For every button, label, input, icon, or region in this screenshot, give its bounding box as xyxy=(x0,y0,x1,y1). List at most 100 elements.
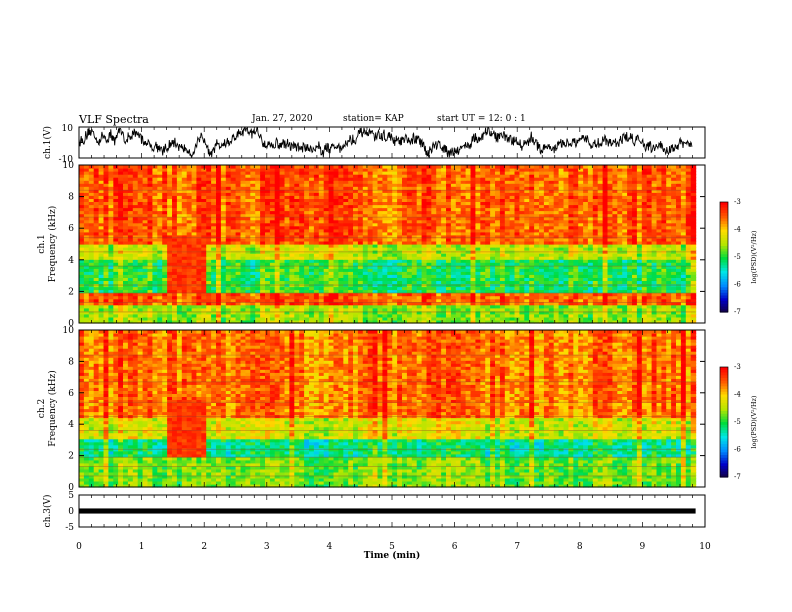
spectrogram-cell xyxy=(392,241,398,245)
spectrogram-cell xyxy=(162,231,168,236)
spectrogram-cell xyxy=(666,250,672,254)
spectrogram-cell xyxy=(602,295,609,300)
spectrogram-cell xyxy=(382,289,388,294)
spectrogram-cell xyxy=(245,231,251,236)
spectrogram-cell xyxy=(602,277,609,281)
spectrogram-cell xyxy=(436,241,442,245)
spectrogram-cell xyxy=(495,304,501,309)
spectrogram-cell xyxy=(607,277,613,281)
spectrogram-cell xyxy=(157,241,163,245)
spectrogram-cell xyxy=(563,256,569,260)
spectrogram-cell xyxy=(274,307,281,312)
spectrogram-cell xyxy=(421,253,428,257)
spectrogram-cell xyxy=(284,225,290,230)
spectrogram-cell xyxy=(392,231,398,236)
spectrogram-cell xyxy=(587,237,594,242)
spectrogram-cell xyxy=(671,307,677,312)
spectrogram-cell xyxy=(250,277,256,281)
spectrogram-cell xyxy=(470,310,476,315)
spectrogram-cell xyxy=(632,280,638,285)
spectrogram-cell xyxy=(460,292,467,297)
spectrogram-cell xyxy=(632,292,638,297)
spectrogram-cell xyxy=(446,298,452,303)
spectrogram-cell xyxy=(509,283,516,288)
spectrogram-cell xyxy=(142,295,149,300)
spectrogram-cell xyxy=(568,268,574,272)
spectrogram-cell xyxy=(83,237,90,242)
spectrogram-cell xyxy=(357,292,364,297)
spectrogram-cell xyxy=(382,277,388,281)
spectrogram-cell xyxy=(357,265,364,269)
spectrogram-cell xyxy=(108,307,114,312)
spectrogram-cell xyxy=(88,277,95,281)
spectrogram-cell xyxy=(666,289,672,294)
spectrogram-cell xyxy=(235,292,242,297)
spectrogram-cell xyxy=(123,310,129,315)
spectrogram-cell xyxy=(651,280,658,285)
spectrogram-cell xyxy=(490,250,496,254)
spectrogram-cell xyxy=(225,237,232,242)
spectrogram-cell xyxy=(79,237,85,242)
spectrogram-cell xyxy=(343,256,349,260)
spectrogram-cell xyxy=(98,210,105,215)
spectrogram-cell xyxy=(260,237,266,242)
spectrogram-cell xyxy=(607,286,613,291)
spectrogram-cell xyxy=(641,265,648,269)
spectrogram-cell xyxy=(260,295,266,300)
spectrogram-cell xyxy=(294,295,300,300)
spectrogram-cell xyxy=(431,304,437,309)
spectrogram-cell xyxy=(235,310,242,315)
spectrogram-cell xyxy=(558,307,565,312)
spectrogram-cell xyxy=(206,234,212,239)
spectrogram-cell xyxy=(309,320,315,324)
spectrogram-cell xyxy=(93,228,100,233)
spectrogram-cell xyxy=(132,313,139,318)
spectrogram-cell xyxy=(666,277,672,281)
spectrogram-cell xyxy=(578,265,584,269)
spectrogram-cell xyxy=(558,241,565,245)
spectrogram-cell xyxy=(132,234,139,239)
spectrogram-cell xyxy=(622,247,628,251)
spectrogram-cell xyxy=(137,210,144,215)
spectrogram-cell xyxy=(627,247,633,251)
spectrogram-cell xyxy=(260,234,266,239)
spectrogram-cell xyxy=(225,320,232,324)
spectrogram-cell xyxy=(661,256,667,260)
spectrogram-cell xyxy=(690,316,697,321)
spectrogram-cell xyxy=(265,280,271,285)
spectrogram-cell xyxy=(671,274,677,278)
spectrogram-cell xyxy=(499,320,506,324)
spectrogram-cell xyxy=(377,225,383,230)
spectrogram-cell xyxy=(357,286,364,291)
spectrogram-cell xyxy=(88,247,95,251)
spectrogram-cell xyxy=(568,280,574,285)
spectrogram-cell xyxy=(460,210,467,215)
spectrogram-cell xyxy=(343,262,349,266)
spectrogram-cell xyxy=(460,234,467,239)
spectrogram-cell xyxy=(255,313,261,318)
spectrogram-cell xyxy=(313,277,320,281)
spectrogram-cell xyxy=(309,247,315,251)
spectrogram-cell xyxy=(573,283,579,288)
spectrogram-cell xyxy=(113,241,119,245)
spectrogram-cell xyxy=(93,295,100,300)
spectrogram-cell xyxy=(587,280,594,285)
spectrogram-cell xyxy=(573,280,579,285)
spectrogram-cell xyxy=(289,280,295,285)
spectrogram-cell xyxy=(211,310,217,315)
spectrogram-cell xyxy=(563,304,569,309)
spectrogram-cell xyxy=(617,277,623,281)
spectrogram-cell xyxy=(563,271,569,275)
spectrogram-cell xyxy=(245,225,251,230)
spectrogram-cell xyxy=(587,210,594,215)
spectrogram-cell xyxy=(377,313,383,318)
spectrogram-cell xyxy=(553,250,560,254)
spectrogram-cell xyxy=(201,292,207,297)
spectrogram-cell xyxy=(181,286,188,291)
spectrogram-cell xyxy=(113,307,119,312)
spectrogram-cell xyxy=(680,301,687,306)
spectrogram-cell xyxy=(265,292,271,297)
spectrogram-cell xyxy=(450,316,457,321)
spectrogram-cell xyxy=(504,271,511,275)
spectrogram-cell xyxy=(539,295,545,300)
